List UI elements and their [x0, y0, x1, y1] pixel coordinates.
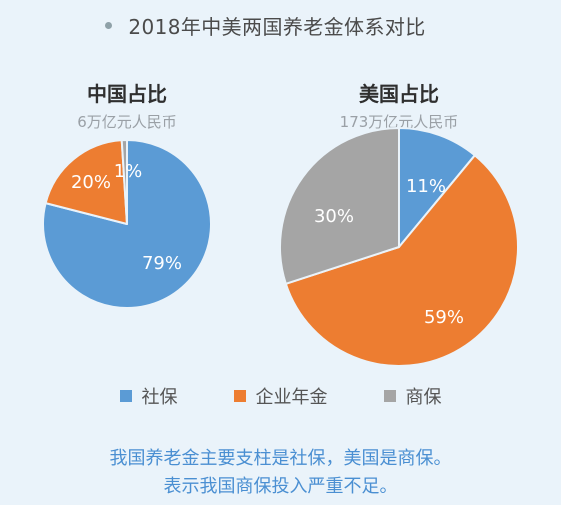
- legend-item-enterprise-annuity: 企业年金: [233, 383, 328, 409]
- china-label-commercial-insurance: 1%: [114, 161, 143, 182]
- legend-label: 社保: [141, 387, 178, 408]
- legend-item-social-security: 社保: [119, 383, 178, 409]
- us-slice-labels: 11% 59% 30%: [314, 176, 464, 328]
- us-slice-commercial-insurance: [279, 127, 400, 285]
- china-slice-social-security: [42, 139, 212, 309]
- footer-line-2: 表示我国商保投入严重不足。: [163, 476, 398, 497]
- footer-line-1: 我国养老金主要支柱是社保，美国是商保。: [109, 448, 452, 469]
- china-label-social-security: 79%: [142, 253, 182, 274]
- chart-title: 2018年中美两国养老金体系对比: [128, 14, 426, 39]
- legend-item-commercial-insurance: 商保: [383, 383, 442, 409]
- us-chart-heading: 美国占比: [359, 82, 439, 106]
- us-label-social-security: 11%: [406, 176, 446, 197]
- us-label-enterprise-annuity: 59%: [424, 307, 464, 328]
- legend-swatch-social-security: [119, 390, 132, 402]
- pie-us: 美国占比 173万亿元人民币 11% 59% 30%: [279, 82, 519, 367]
- us-chart-subtitle: 173万亿元人民币: [340, 113, 459, 131]
- china-chart-subtitle: 6万亿元人民币: [77, 113, 177, 131]
- legend-label: 商保: [405, 387, 442, 408]
- us-slice-social-security: [398, 127, 476, 248]
- legend: 社保 企业年金 商保: [0, 381, 561, 411]
- legend-swatch-commercial-insurance: [383, 390, 396, 402]
- china-chart-heading: 中国占比: [87, 82, 167, 106]
- legend-label: 企业年金: [255, 387, 328, 408]
- bullet-dot-icon: [105, 21, 113, 29]
- legend-swatch-enterprise-annuity: [233, 390, 246, 402]
- china-slice-labels: 79% 20%1%: [71, 161, 182, 274]
- china-slice-enterprise-annuity: [44, 139, 128, 225]
- us-label-commercial-insurance: 30%: [314, 206, 354, 227]
- footer-note: 我国养老金主要支柱是社保，美国是商保。 表示我国商保投入严重不足。: [0, 445, 561, 501]
- china-slices: [42, 139, 212, 309]
- us-slices: [279, 127, 519, 367]
- title-row: 2018年中美两国养老金体系对比: [0, 6, 561, 44]
- china-slice-commercial-insurance: [120, 139, 128, 225]
- pie-china: 中国占比 6万亿元人民币 79% 20%1%: [42, 82, 212, 309]
- china-label-enterprise-annuity: 20%: [71, 172, 111, 193]
- us-slice-enterprise-annuity: [284, 154, 519, 367]
